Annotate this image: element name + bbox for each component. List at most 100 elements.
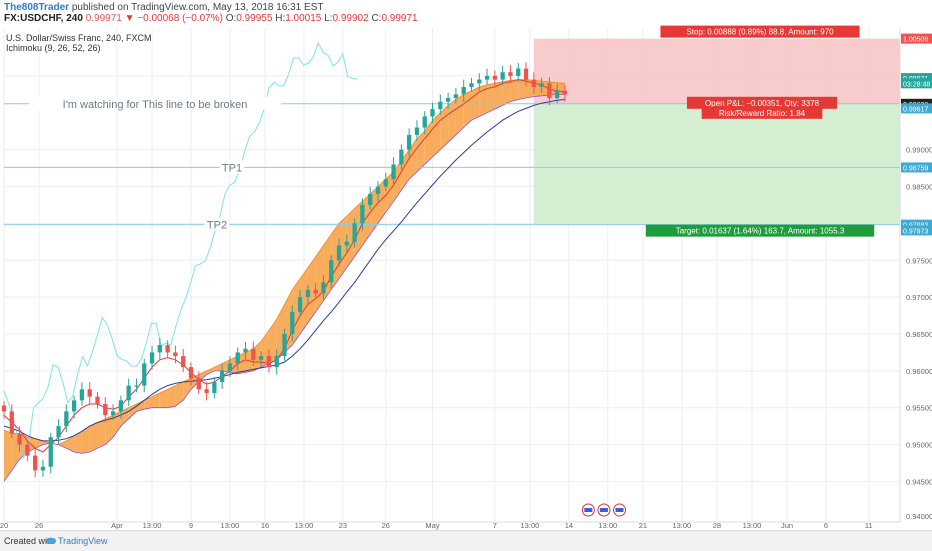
open-value: 0.99955: [236, 13, 273, 24]
x-tick-label: 11: [865, 521, 873, 530]
last-price: 0.99971: [85, 13, 122, 24]
low-value: 0.99902: [332, 13, 369, 24]
cloud-segment-bull: [268, 319, 277, 364]
y-tick-label: 0.95000: [906, 441, 932, 450]
horizontal-line-label-bg: [219, 160, 245, 174]
low-label: L:: [324, 13, 333, 24]
target-zone: [533, 103, 900, 225]
price-label: 0.98759: [903, 165, 928, 172]
candle: [181, 356, 186, 368]
x-tick-label: Jun: [781, 521, 793, 530]
cloud-segment-bull: [105, 415, 114, 445]
horizontal-line-label-bg: [204, 217, 230, 231]
price-label-bg: [901, 225, 932, 236]
cloud-segment-bull: [315, 245, 324, 312]
price-label-bg: [901, 162, 932, 173]
candle: [352, 223, 357, 242]
cloud-segment-bull: [35, 438, 43, 449]
indicator-legend[interactable]: Ichimoku (9, 26, 52, 26): [6, 43, 101, 53]
candle: [445, 98, 451, 102]
footer: Created with TradingView: [0, 530, 932, 551]
candle: [126, 385, 131, 401]
tradingview-brand[interactable]: TradingView: [58, 536, 108, 546]
candle: [523, 68, 529, 80]
cloud-segment-bull: [4, 429, 12, 482]
pane-title: U.S. Dollar/Swiss Franc, 240, FXCM: [6, 33, 152, 43]
candle: [422, 116, 427, 128]
candle: [243, 348, 248, 353]
candle: [25, 444, 30, 456]
candle: [188, 367, 194, 379]
author-name[interactable]: The808Trader: [4, 2, 70, 13]
cloud-segment-bull: [455, 94, 464, 135]
candle: [87, 389, 92, 397]
horizontal-line-label: I'm watching for This line to be broken: [63, 99, 248, 111]
cloud-segment-bull: [432, 112, 441, 157]
y-tick-label: 0.95500: [906, 404, 932, 413]
cloud-segment-bull: [113, 411, 121, 438]
chikou-span: [3, 41, 358, 460]
kijun-sen: [3, 99, 566, 442]
candle: [9, 411, 14, 434]
candle: [469, 83, 474, 87]
candle: [360, 204, 365, 224]
candle: [165, 345, 170, 353]
flag-icon-stripe: [615, 508, 624, 512]
price-change: −0.00068 (−0.07%): [137, 13, 223, 24]
cloud-segment-bull: [159, 389, 168, 408]
candle: [344, 241, 349, 246]
candle: [134, 385, 139, 387]
down-arrow-icon: ▼: [124, 13, 135, 24]
candle: [313, 289, 318, 294]
candle: [492, 75, 497, 80]
cloud-segment-bull: [206, 367, 215, 375]
cloud-segment-bull: [136, 400, 145, 412]
symbol-line: FX:USDCHF, 240 0.99971 ▼ −0.00068 (−0.07…: [4, 13, 418, 24]
candle: [282, 333, 287, 357]
cloud-segment-bull: [307, 256, 316, 323]
candle: [118, 400, 124, 412]
close-label: C:: [371, 13, 382, 24]
x-tick-label: 13:00: [598, 521, 617, 530]
stop-zone: [533, 38, 900, 104]
price-label: 0.97973: [903, 228, 928, 235]
x-tick-label: 13:00: [143, 521, 162, 530]
candle: [79, 389, 85, 401]
y-tick-label: 0.94500: [906, 477, 932, 486]
price-label: 0.99617: [903, 106, 928, 113]
flag-icon-stripe: [599, 508, 608, 512]
cloud-segment-bull: [81, 426, 90, 454]
y-tick-label: 0.98500: [906, 183, 932, 192]
candle: [196, 378, 201, 390]
open-label: O:: [225, 13, 237, 24]
candle: [103, 404, 108, 416]
price-label-bg: [901, 33, 932, 44]
candle: [484, 75, 490, 80]
candle: [110, 411, 116, 416]
candle: [438, 101, 443, 110]
x-tick-label: 13:00: [221, 521, 240, 530]
candle: [258, 356, 264, 360]
candle: [500, 72, 505, 80]
published-info: published on TradingView.com, May 13, 20…: [71, 2, 324, 13]
y-tick-label: 0.94000: [906, 512, 932, 521]
open-pl-label: Open P&L: −0.00351, Qty: 3378: [705, 99, 820, 108]
candle: [508, 72, 513, 76]
candle: [220, 370, 225, 382]
price-label-bg: [901, 78, 932, 89]
candle: [251, 348, 256, 360]
cloud-segment-bull: [346, 208, 355, 268]
price-label: 03:28:48: [903, 81, 930, 88]
candle: [305, 289, 311, 298]
horizontal-line-label-bg: [29, 96, 281, 110]
candle: [547, 83, 552, 99]
cloud-segment-bull: [518, 79, 526, 100]
created-with-text: Created with: [4, 536, 55, 546]
candle: [321, 282, 326, 294]
candle: [1, 405, 7, 412]
cloud-segment-bull: [479, 84, 488, 117]
candle: [40, 466, 46, 471]
cloud-segment-bull: [440, 105, 449, 150]
x-tick-label: 13:00: [295, 521, 314, 530]
